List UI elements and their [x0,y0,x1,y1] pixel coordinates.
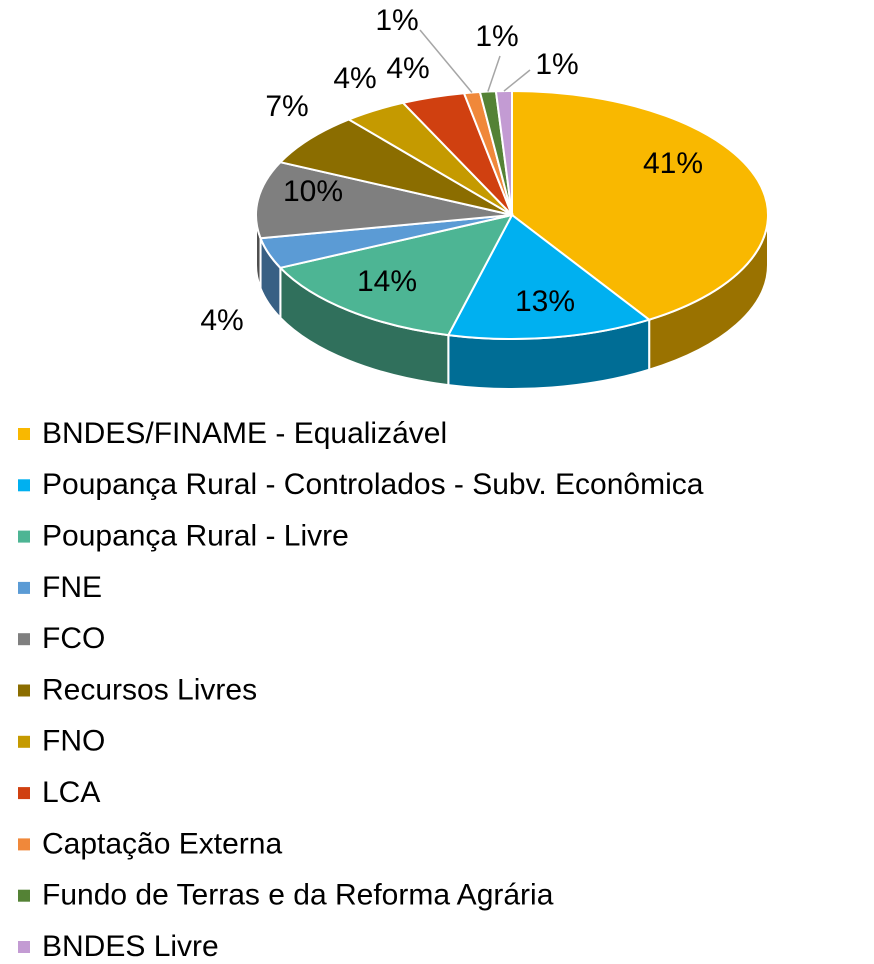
legend-swatch [18,684,30,697]
legend-swatch [18,787,30,800]
legend-label: Recursos Livres [42,673,257,706]
legend-label: FCO [42,622,105,655]
legend-label: Captação Externa [42,827,282,860]
data-label: 4% [333,62,376,95]
data-label: 1% [475,20,518,53]
legend-swatch [18,530,30,543]
legend-swatch [18,941,30,953]
pie-slice [255,161,513,240]
leader-line [419,29,473,94]
data-label: 4% [386,52,429,85]
pie-slice [278,213,514,337]
data-label: 13% [515,285,575,318]
pie-slice [278,118,513,216]
data-label: 1% [535,48,578,81]
data-label: 41% [643,147,703,180]
legend-label: FNE [42,571,102,604]
legend-label: BNDES/FINAME - Equalizável [42,417,447,450]
legend-label: Poupança Rural - Controlados - Subv. Eco… [42,468,704,501]
legend-label: Poupança Rural - Livre [42,520,349,553]
legend-swatch [18,581,30,594]
legend-swatch [18,838,30,851]
data-label: 10% [283,175,343,208]
data-label: 4% [200,304,243,337]
leader-line [503,69,531,92]
data-label: 7% [265,90,308,123]
legend-swatch [18,428,30,440]
legend-swatch [18,735,30,748]
pie-slice [446,213,652,340]
legend-swatch [18,889,30,902]
data-label: 1% [375,4,418,37]
data-label: 14% [357,265,417,298]
legend-swatch [18,479,30,492]
legend-label: Fundo de Terras e da Reforma Agrária [42,879,554,912]
legend-swatch [18,633,30,646]
legend-label: FNO [42,725,105,758]
legend-label: BNDES Livre [42,930,219,963]
pie-slice [511,89,769,321]
legend-label: LCA [42,776,100,809]
leader-line [487,55,501,92]
